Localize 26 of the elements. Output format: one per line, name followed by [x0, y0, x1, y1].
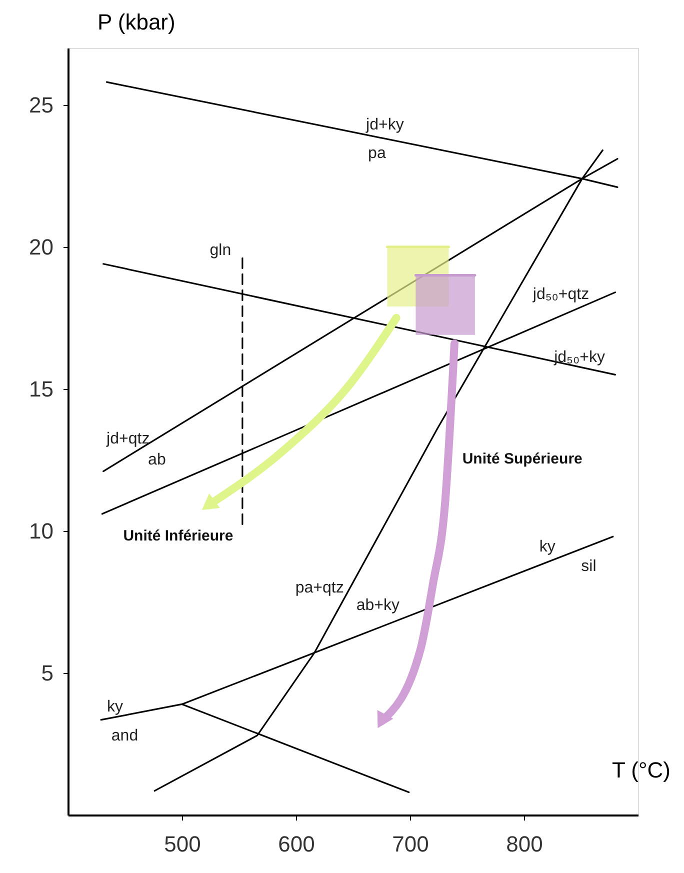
y-axis-title: P (kbar)	[98, 10, 176, 34]
annotation: gln	[210, 242, 232, 260]
series-label: Unité Inférieure	[123, 527, 234, 544]
y-tick-label: 5	[41, 660, 54, 686]
x-tick-label: 600	[278, 832, 315, 856]
x-tick-label: 700	[392, 832, 429, 856]
annotation: ab+ky	[356, 597, 400, 614]
annotation: jd+qtz	[106, 430, 150, 448]
annotation: ky	[539, 538, 556, 556]
y-tick-label: 20	[29, 234, 54, 260]
series-label: Unité Supérieure	[462, 450, 582, 468]
annotation: pa+qtz	[295, 580, 344, 597]
y-tick-label: 15	[29, 376, 54, 402]
annotation: jd₅₀+qtz	[532, 286, 590, 304]
annotation: sil	[581, 558, 596, 575]
annotation: ky	[107, 698, 124, 716]
x-tick-label: 800	[506, 832, 543, 856]
annotation: pa	[368, 144, 386, 162]
y-tick-label: 10	[29, 518, 54, 544]
y-tick-label: 25	[29, 92, 54, 118]
x-tick-label: 500	[164, 832, 201, 856]
annotation: jd₅₀+ky	[553, 348, 605, 366]
annotation: jd+ky	[365, 116, 404, 134]
annotation: ab	[148, 451, 166, 468]
x-axis-title: T (°C)	[612, 758, 670, 782]
annotation: and	[111, 727, 138, 744]
